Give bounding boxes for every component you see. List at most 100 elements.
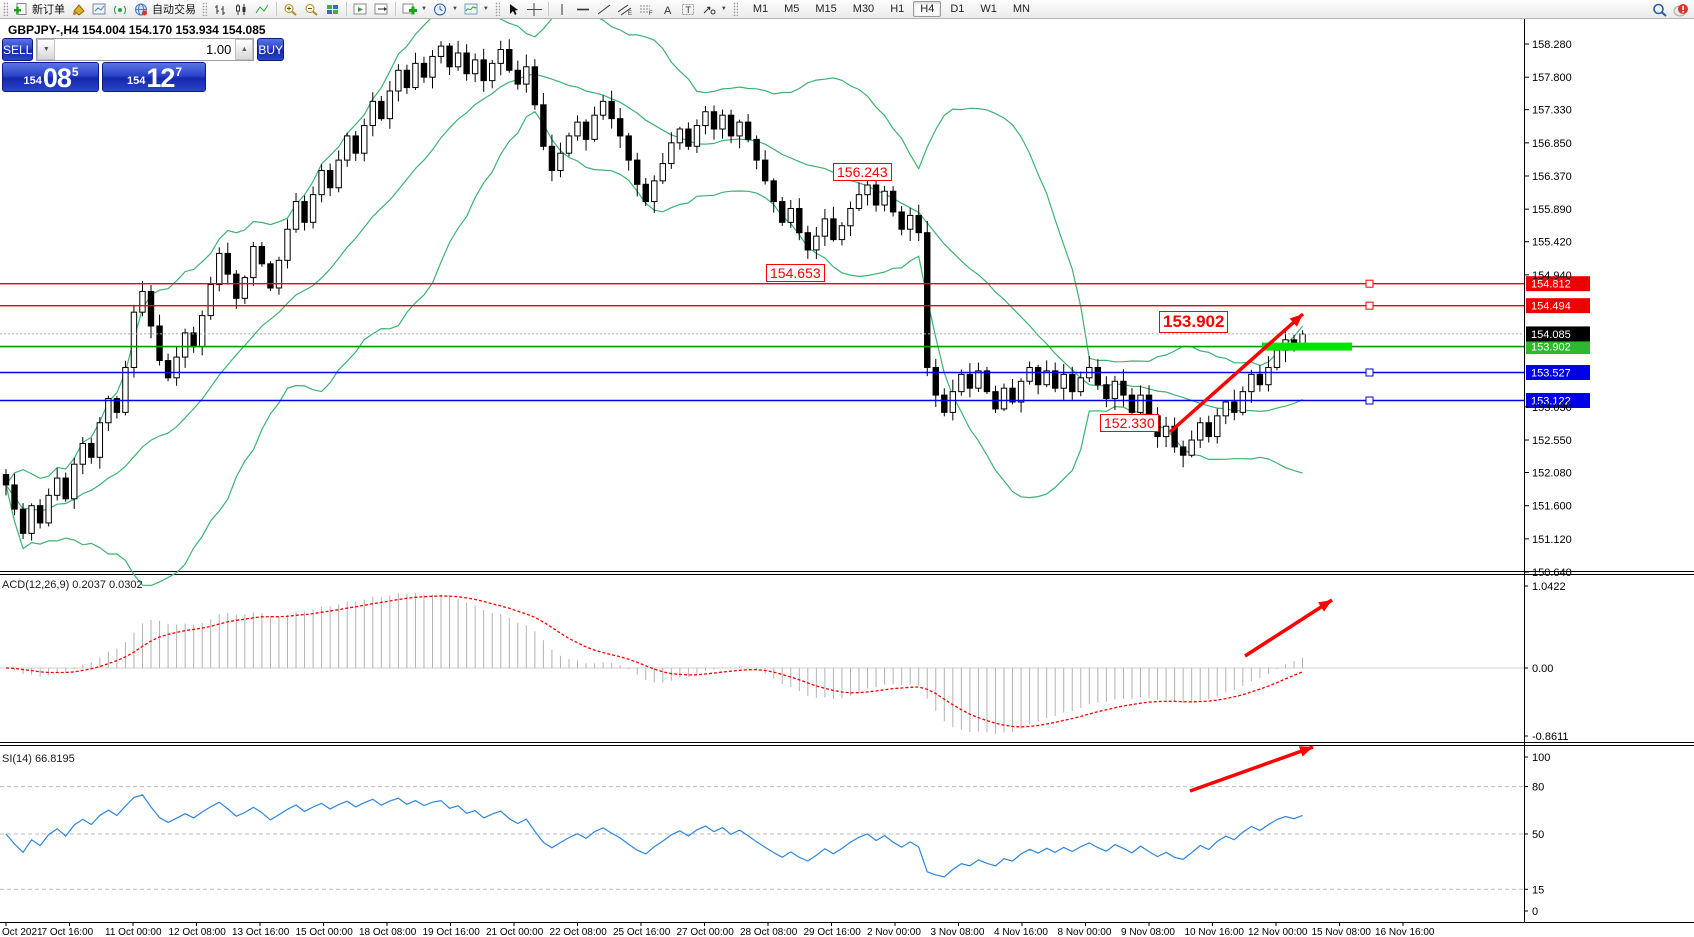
trend-arrow-head: [1318, 600, 1332, 612]
timeframe-h4[interactable]: H4: [913, 1, 942, 17]
sell-price-big: 08: [42, 63, 72, 94]
svg-text:151.120: 151.120: [1532, 534, 1572, 546]
arrows-shapes-button[interactable]: ▼: [699, 1, 730, 18]
svg-text:80: 80: [1532, 782, 1544, 794]
timeframe-m5[interactable]: M5: [784, 3, 800, 15]
toolbar-grip[interactable]: [3, 2, 8, 16]
timeframe-w1[interactable]: W1: [980, 3, 997, 15]
cursor-icon: [506, 3, 521, 16]
rsi-indicator: SI(14) 66.8195: [2, 753, 1303, 878]
svg-text:0: 0: [1532, 906, 1538, 918]
indicator-gridlines: [0, 667, 1524, 890]
time-axis-label: 21 Oct 00:00: [486, 927, 544, 937]
timeframe-mn[interactable]: MN: [1012, 3, 1030, 15]
search-icon[interactable]: [1652, 3, 1667, 17]
auto-trading-button[interactable]: 自动交易: [131, 1, 199, 18]
price-annotation[interactable]: 156.243: [833, 163, 892, 182]
buy-price-pip: 7: [175, 65, 183, 79]
buy-button[interactable]: BUY: [257, 38, 285, 61]
timeframe-m15[interactable]: M15: [815, 3, 837, 15]
signals-button[interactable]: [110, 1, 131, 18]
auto-scroll-button[interactable]: [350, 1, 371, 18]
text-label-button[interactable]: T: [678, 1, 699, 18]
svg-text:153.122: 153.122: [1531, 395, 1571, 407]
trend-arrows[interactable]: [1168, 312, 1333, 793]
cursor-button[interactable]: [503, 1, 524, 18]
panel-frames: [0, 18, 1694, 923]
vertical-line-button[interactable]: [552, 1, 573, 18]
timeframe-h1[interactable]: H1: [890, 3, 905, 15]
svg-text:154.494: 154.494: [1531, 301, 1571, 313]
toolbar-grip[interactable]: [494, 2, 500, 16]
svg-text:153.527: 153.527: [1531, 368, 1571, 380]
rsi-axis: 100 80 50 15 0: [1524, 752, 1550, 918]
sell-price-button[interactable]: 154 08 5: [2, 62, 99, 92]
bar-chart-button[interactable]: [210, 1, 231, 18]
price-annotation[interactable]: 152.330: [1100, 414, 1159, 433]
svg-text:E: E: [628, 11, 632, 16]
zoom-in-button[interactable]: [280, 1, 301, 18]
volume-stepper: ▼ ▲: [36, 38, 255, 61]
time-axis-label: 29 Oct 16:00: [804, 927, 862, 937]
time-axis-label: 8 Nov 00:00: [1058, 927, 1112, 937]
svg-text:154.940: 154.940: [1532, 270, 1572, 282]
svg-text:T: T: [685, 5, 691, 15]
toolbar-grip[interactable]: [732, 2, 738, 16]
price-annotation[interactable]: 153.902: [1159, 311, 1229, 333]
svg-text:156.850: 156.850: [1532, 138, 1572, 150]
notification-icon[interactable]: [1673, 3, 1688, 16]
auto-scroll-icon: [353, 3, 368, 16]
period-button[interactable]: ▼: [430, 1, 461, 18]
svg-text:154.812: 154.812: [1531, 279, 1571, 291]
horizontal-line-button[interactable]: [573, 1, 594, 18]
chart-styler-button[interactable]: [68, 1, 89, 18]
timeframe-toolbar: M1 M5 M15 M30 H1 H4 D1 W1 MN: [745, 1, 1038, 17]
zoom-out-button[interactable]: [301, 1, 322, 18]
channel-icon: E: [617, 3, 633, 17]
time-axis-label: 13 Oct 16:00: [232, 927, 290, 937]
new-order-button[interactable]: 新订单: [11, 1, 68, 18]
svg-text:155.420: 155.420: [1532, 237, 1572, 249]
green-highlight-bar[interactable]: [1262, 342, 1352, 351]
volume-decrease-button[interactable]: ▼: [37, 39, 56, 60]
svg-text:153.030: 153.030: [1532, 402, 1572, 414]
add-indicator-button[interactable]: ▼: [399, 1, 430, 18]
tile-windows-button[interactable]: [322, 1, 343, 18]
line-chart-button[interactable]: [252, 1, 273, 18]
price-annotation[interactable]: 154.653: [766, 264, 825, 283]
new-chart-button[interactable]: [89, 1, 110, 18]
svg-text:154.085: 154.085: [1531, 329, 1571, 341]
buy-price-button[interactable]: 154 12 7: [102, 62, 206, 92]
price-lines[interactable]: 154.812 154.494 153.902 153.527 153.122 154.0…: [0, 276, 1590, 408]
timeframe-d1[interactable]: D1: [950, 3, 965, 15]
time-axis-label: 18 Oct 08:00: [359, 927, 417, 937]
main-price-axis: 158.280 157.800 157.330 156.850 156.370 155.8…: [1524, 39, 1572, 579]
main-toolbar: 新订单 自动交易: [0, 0, 1694, 19]
volume-increase-button[interactable]: ▲: [235, 39, 254, 60]
fibonacci-button[interactable]: F: [636, 1, 657, 18]
volume-input[interactable]: [55, 39, 236, 60]
svg-text:157.330: 157.330: [1532, 105, 1572, 117]
template-button[interactable]: ▼: [461, 1, 492, 18]
time-axis-label: 15 Nov 08:00: [1312, 927, 1372, 937]
trendline-button[interactable]: [594, 1, 615, 18]
zoom-in-icon: [283, 3, 298, 16]
time-axis-label: 12 Nov 00:00: [1248, 927, 1308, 937]
equidistant-channel-button[interactable]: E: [615, 1, 636, 18]
timeframe-m30[interactable]: M30: [852, 3, 875, 15]
sell-button[interactable]: SELL: [2, 38, 34, 61]
crosshair-button[interactable]: [524, 1, 545, 18]
svg-text:1.0422: 1.0422: [1532, 581, 1566, 593]
chart-shift-button[interactable]: [371, 1, 392, 18]
text-button[interactable]: A: [657, 1, 678, 18]
candlestick-chart-button[interactable]: [231, 1, 252, 18]
crosshair-icon: [526, 2, 542, 16]
toolbar-grip[interactable]: [202, 2, 207, 16]
bar-chart-icon: [213, 3, 228, 16]
timeframe-m1[interactable]: M1: [752, 3, 769, 15]
clock-icon: [433, 3, 448, 16]
signal-icon: [113, 3, 128, 16]
